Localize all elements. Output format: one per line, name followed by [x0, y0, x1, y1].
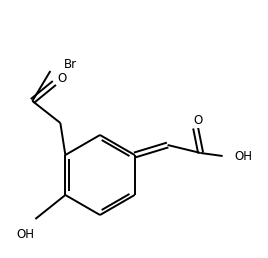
Text: OH: OH: [16, 229, 34, 241]
Text: O: O: [58, 71, 67, 85]
Text: Br: Br: [64, 58, 77, 70]
Text: OH: OH: [235, 149, 253, 163]
Text: O: O: [193, 114, 202, 126]
